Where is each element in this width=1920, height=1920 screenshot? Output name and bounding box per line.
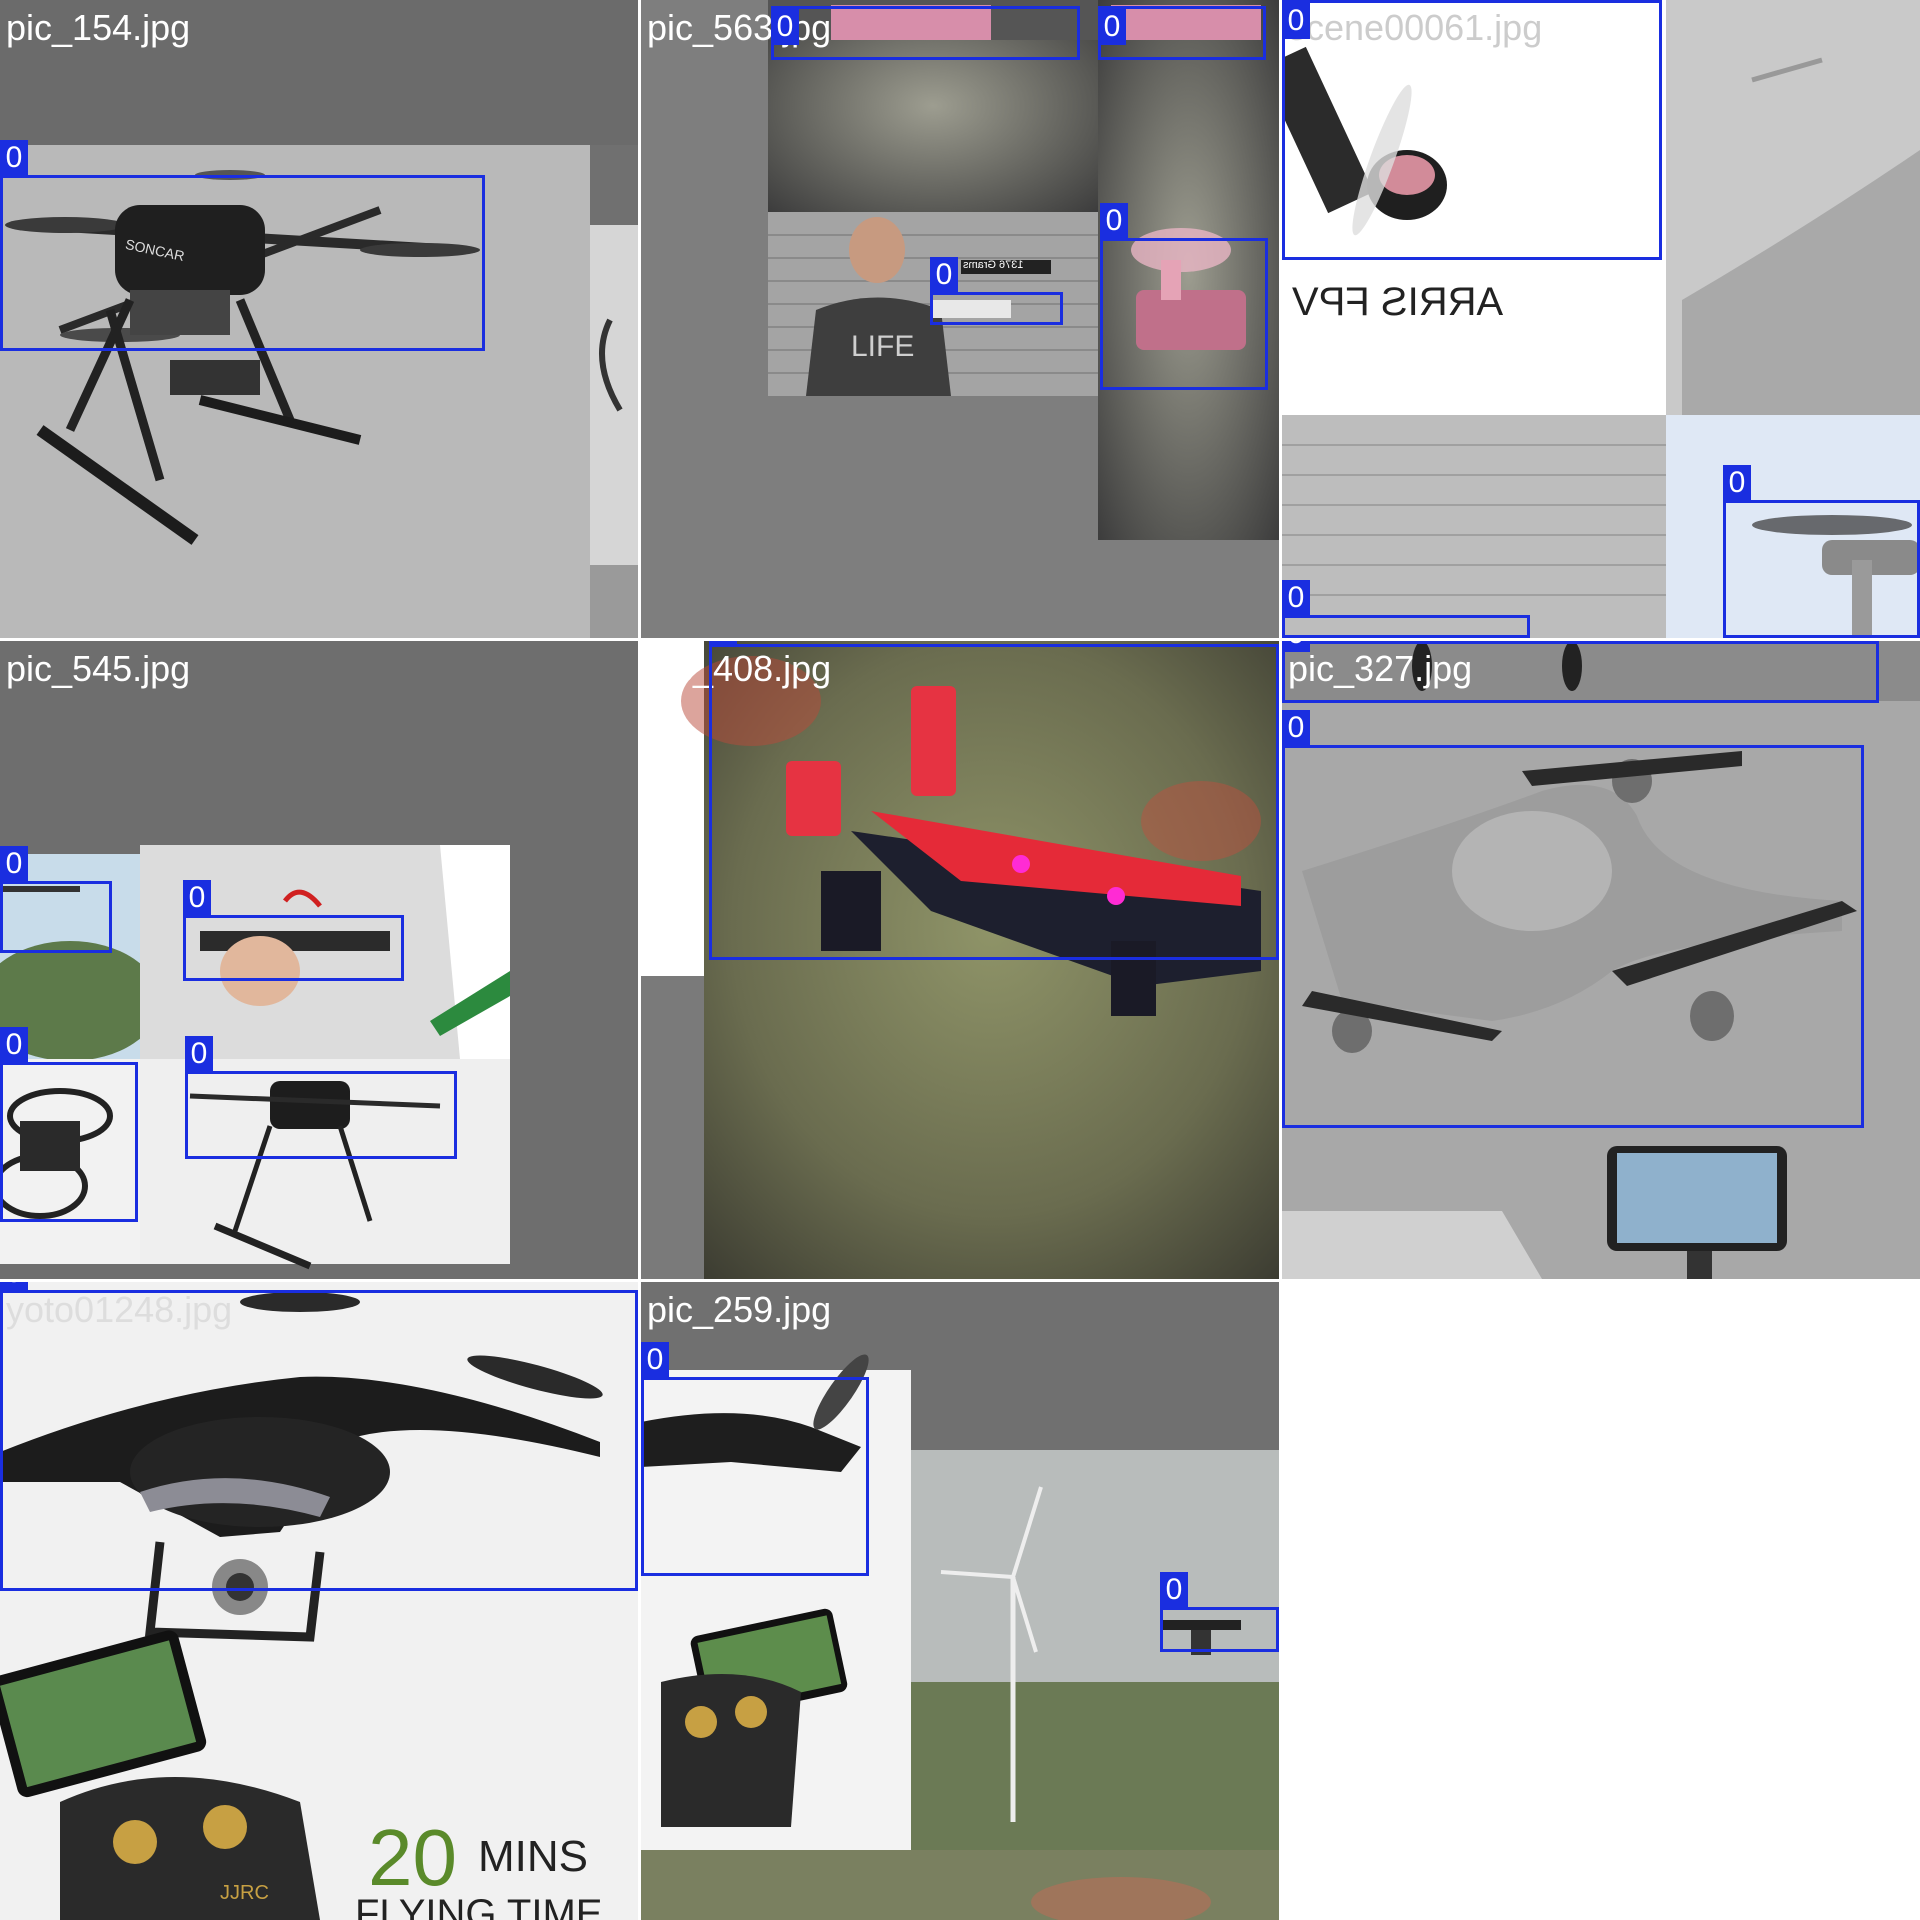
detection-box: 0 — [709, 641, 1279, 960]
detection-box: 0 — [1282, 0, 1662, 260]
detection-box: 0 — [641, 1342, 869, 1576]
detection-box: 0 — [771, 6, 1080, 60]
detection-box: 0 — [0, 1027, 138, 1222]
tile-filename-label: yoto01248.jpg — [6, 1289, 233, 1330]
drone-photo-black-quad: 20 MINS FLYING TIME JJRC — [0, 1282, 638, 1920]
detection-class-tag: 0 — [1100, 203, 1128, 239]
drone-photo-propeller: ARRIS FPV — [1282, 0, 1920, 638]
detection-class-tag: 0 — [1160, 1572, 1188, 1608]
mosaic-tile-pic-327: pic_327.jpg 0 0 — [1282, 641, 1920, 1279]
flight-time-caption: FLYING TIME — [355, 1892, 603, 1920]
tshirt-text: LIFE — [851, 330, 915, 363]
detection-box: 0 — [930, 257, 1063, 325]
detection-box: 0 — [0, 140, 485, 351]
weight-sign-text: 1376 Grams — [963, 259, 1024, 271]
detection-class-tag: 0 — [930, 257, 958, 293]
detection-box: 0 — [185, 1036, 457, 1159]
detection-box: 0 — [1282, 710, 1864, 1128]
detection-class-tag: 0 — [1282, 3, 1310, 39]
detection-class-tag: 0 — [1282, 641, 1310, 652]
tile-filename-label: pic_545.jpg — [6, 648, 191, 689]
detection-box: 0 — [183, 880, 404, 981]
detection-class-tag: 0 — [1098, 9, 1126, 45]
detection-box: 0 — [1098, 6, 1266, 60]
detection-class-tag: 0 — [183, 880, 211, 916]
detection-box: 0 — [1282, 580, 1530, 638]
mosaic-tile-pic-259: pic_259.jpg 0 0 — [641, 1282, 1279, 1920]
mosaic-tile-yoto-01248: 20 MINS FLYING TIME JJRC yoto01248.jpg 0 — [0, 1282, 638, 1920]
flight-time-unit: MINS — [478, 1832, 588, 1881]
controller-brand-text: JJRC — [220, 1882, 269, 1904]
tile-filename-label: scene00061.jpg — [1288, 7, 1543, 48]
empty-mosaic-slot — [1282, 1282, 1920, 1920]
detection-class-tag: 0 — [641, 1342, 669, 1378]
tile-filename-label: pic_327.jpg — [1288, 648, 1473, 689]
detection-class-tag: 0 — [0, 140, 28, 176]
detection-box: 0 — [1100, 203, 1268, 390]
detection-class-tag: 0 — [0, 1027, 28, 1063]
mirrored-banner-text: ARRIS FPV — [1292, 280, 1504, 324]
detection-class-tag: 0 — [709, 641, 737, 645]
tile-filename-label: pic_259.jpg — [647, 1289, 832, 1330]
detection-class-tag: 0 — [1282, 580, 1310, 616]
tile-filename-label: pic_408.jpg — [647, 648, 832, 689]
detection-class-tag: 0 — [1282, 710, 1310, 746]
detection-class-tag: 0 — [1723, 465, 1751, 501]
detection-class-tag: 0 — [185, 1036, 213, 1072]
drone-photo-collage: LIFE 1376 Grams — [641, 0, 1279, 638]
drone-photo-lego-red — [641, 641, 1279, 1279]
drone-photo-collage — [0, 641, 638, 1279]
tile-filename-label: pic_154.jpg — [6, 7, 191, 48]
tile-filename-label: pic_563.jpg — [647, 7, 832, 48]
detection-box: 0 — [0, 846, 112, 953]
detection-class-tag: 0 — [771, 9, 799, 45]
detection-box: 0 — [0, 1282, 638, 1591]
mosaic-tile-pic-408: pic_408.jpg 0 — [641, 641, 1279, 1279]
mosaic-tile-pic-545: pic_545.jpg 0 0 0 0 — [0, 641, 638, 1279]
detection-class-tag: 0 — [0, 1282, 28, 1291]
detection-box: 0 — [1282, 641, 1879, 703]
flight-time-number: 20 — [368, 1813, 457, 1902]
detection-box: 0 — [1723, 465, 1920, 638]
mosaic-tile-pic-563: LIFE 1376 Grams pic_563.jpg 0 0 0 0 — [641, 0, 1279, 638]
detection-box: 0 — [1160, 1572, 1279, 1652]
drone-photo-soncar: SONCAR — [0, 0, 638, 638]
detection-class-tag: 0 — [0, 846, 28, 882]
mosaic-tile-scene-00061: ARRIS FPV scene00061.jpg 0 0 0 — [1282, 0, 1920, 638]
mosaic-tile-pic-154: SONCAR pic_154.jpg 0 — [0, 0, 638, 638]
